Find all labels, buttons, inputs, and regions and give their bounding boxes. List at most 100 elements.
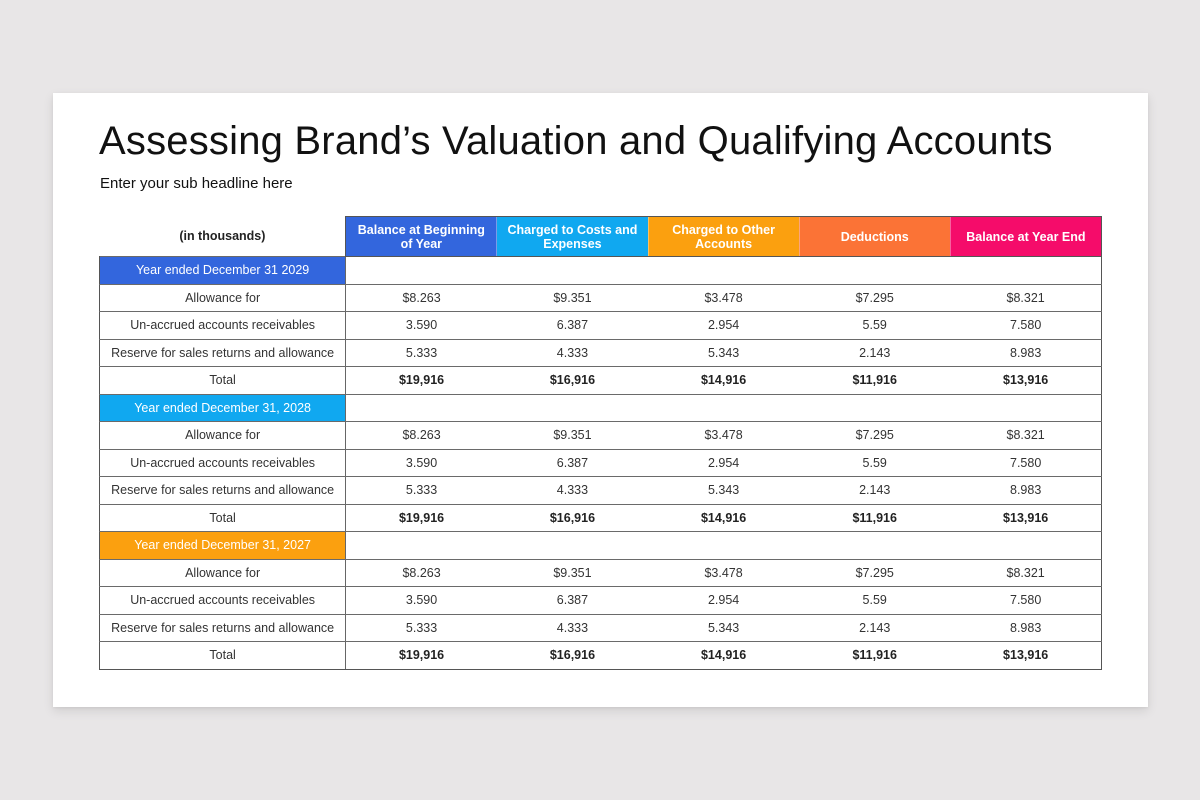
table-body: Year ended December 31 2029 Allowance for… bbox=[98, 256, 1103, 670]
value-cell: 7.580 bbox=[950, 448, 1103, 477]
year-label: Year ended December 31, 2028 bbox=[98, 393, 347, 422]
value-cell: 5.333 bbox=[345, 613, 497, 642]
col-header-deductions: Deductions bbox=[798, 216, 951, 257]
value-cell: 4.333 bbox=[496, 613, 649, 642]
value-cell: $13,916 bbox=[950, 641, 1103, 670]
row-label: Allowance for bbox=[98, 421, 347, 450]
value-cell: $14,916 bbox=[648, 503, 800, 532]
row-allowance: Allowance for $8.263 $9.351 $3.478 $7.295 $8.… bbox=[98, 558, 1103, 587]
row-unaccrued-receivables: Un-accrued accounts receivables 3.590 6.38… bbox=[98, 311, 1103, 340]
value-cell: $7.295 bbox=[799, 421, 951, 450]
value-cell: 3.590 bbox=[345, 311, 497, 340]
value-cell: 5.343 bbox=[648, 338, 800, 367]
units-label: (in thousands) bbox=[99, 216, 346, 257]
value-cell: 7.580 bbox=[950, 586, 1103, 615]
value-cell: 5.333 bbox=[345, 338, 497, 367]
row-label: Total bbox=[98, 366, 347, 395]
value-cell: 6.387 bbox=[496, 448, 649, 477]
value-cell: 5.59 bbox=[799, 448, 951, 477]
value-cell: 2.954 bbox=[648, 448, 800, 477]
value-cell: $8.321 bbox=[950, 558, 1103, 587]
value-cell: $11,916 bbox=[799, 641, 951, 670]
row-label: Reserve for sales returns and allowance bbox=[98, 613, 347, 642]
row-label: Un-accrued accounts receivables bbox=[98, 586, 347, 615]
year-row-empty-cell bbox=[345, 256, 1102, 285]
slide-subtitle: Enter your sub headline here bbox=[100, 175, 293, 192]
value-cell: $16,916 bbox=[496, 641, 649, 670]
value-cell: 8.983 bbox=[950, 476, 1103, 505]
value-cell: $3.478 bbox=[648, 558, 800, 587]
row-label: Allowance for bbox=[98, 558, 347, 587]
value-cell: 5.343 bbox=[648, 476, 800, 505]
value-cell: 2.143 bbox=[799, 476, 951, 505]
value-cell: 5.59 bbox=[799, 311, 951, 340]
value-cell: 4.333 bbox=[496, 476, 649, 505]
row-reserve-sales-returns: Reserve for sales returns and allowance 5… bbox=[98, 613, 1103, 642]
value-cell: $8.263 bbox=[345, 421, 497, 450]
value-cell: 8.983 bbox=[950, 613, 1103, 642]
table-header-row: (in thousands) Balance at Beginning of Y… bbox=[99, 216, 1103, 257]
value-cell: 5.59 bbox=[799, 586, 951, 615]
row-label: Total bbox=[98, 641, 347, 670]
valuation-table: (in thousands) Balance at Beginning of Y… bbox=[98, 216, 1103, 670]
col-header-balance-year-end: Balance at Year End bbox=[949, 216, 1103, 257]
value-cell: 7.580 bbox=[950, 311, 1103, 340]
value-cell: 2.143 bbox=[799, 338, 951, 367]
value-cell: $3.478 bbox=[648, 421, 800, 450]
value-cell: $8.263 bbox=[345, 283, 497, 312]
value-cell: $16,916 bbox=[496, 366, 649, 395]
slide-card: Assessing Brand’s Valuation and Qualifyi… bbox=[53, 93, 1148, 707]
value-cell: 6.387 bbox=[496, 311, 649, 340]
value-cell: $7.295 bbox=[799, 283, 951, 312]
value-cell: 3.590 bbox=[345, 448, 497, 477]
value-cell: $8.321 bbox=[950, 421, 1103, 450]
value-cell: $14,916 bbox=[648, 366, 800, 395]
value-cell: $3.478 bbox=[648, 283, 800, 312]
value-cell: $8.263 bbox=[345, 558, 497, 587]
row-reserve-sales-returns: Reserve for sales returns and allowance 5… bbox=[98, 338, 1103, 367]
col-header-balance-beginning: Balance at Beginning of Year bbox=[345, 216, 497, 257]
row-unaccrued-receivables: Un-accrued accounts receivables 3.590 6.38… bbox=[98, 448, 1103, 477]
value-cell: $9.351 bbox=[496, 421, 649, 450]
value-cell: $8.321 bbox=[950, 283, 1103, 312]
value-cell: 2.954 bbox=[648, 311, 800, 340]
value-cell: 5.333 bbox=[345, 476, 497, 505]
value-cell: 3.590 bbox=[345, 586, 497, 615]
col-header-charged-other: Charged to Other Accounts bbox=[647, 216, 800, 257]
value-cell: $11,916 bbox=[799, 503, 951, 532]
value-cell: $7.295 bbox=[799, 558, 951, 587]
year-section-header: Year ended December 31, 2028 bbox=[98, 393, 1102, 422]
value-cell: 4.333 bbox=[496, 338, 649, 367]
year-row-empty-cell bbox=[345, 531, 1102, 560]
row-label: Allowance for bbox=[98, 283, 347, 312]
value-cell: $19,916 bbox=[345, 366, 497, 395]
value-cell: 2.954 bbox=[648, 586, 800, 615]
value-cell: $11,916 bbox=[799, 366, 951, 395]
value-cell: $19,916 bbox=[345, 641, 497, 670]
row-label: Total bbox=[98, 503, 347, 532]
row-total: Total $19,916 $16,916 $14,916 $11,916 $13,916 bbox=[98, 503, 1103, 532]
value-cell: $16,916 bbox=[496, 503, 649, 532]
row-allowance: Allowance for $8.263 $9.351 $3.478 $7.295 $8.… bbox=[98, 283, 1103, 312]
row-total: Total $19,916 $16,916 $14,916 $11,916 $13,916 bbox=[98, 366, 1103, 395]
row-reserve-sales-returns: Reserve for sales returns and allowance 5… bbox=[98, 476, 1103, 505]
value-cell: $14,916 bbox=[648, 641, 800, 670]
value-cell: $13,916 bbox=[950, 366, 1103, 395]
col-header-charged-costs: Charged to Costs and Expenses bbox=[496, 216, 649, 257]
value-cell: 6.387 bbox=[496, 586, 649, 615]
slide-title: Assessing Brand’s Valuation and Qualifyi… bbox=[99, 119, 1053, 163]
row-label: Un-accrued accounts receivables bbox=[98, 448, 347, 477]
value-cell: $9.351 bbox=[496, 558, 649, 587]
value-cell: 8.983 bbox=[950, 338, 1103, 367]
value-cell: 2.143 bbox=[799, 613, 951, 642]
year-row-empty-cell bbox=[345, 393, 1102, 422]
value-cell: $9.351 bbox=[496, 283, 649, 312]
row-total: Total $19,916 $16,916 $14,916 $11,916 $13,916 bbox=[98, 641, 1103, 670]
row-allowance: Allowance for $8.263 $9.351 $3.478 $7.295 $8.… bbox=[98, 421, 1103, 450]
row-label: Reserve for sales returns and allowance bbox=[98, 338, 347, 367]
value-cell: 5.343 bbox=[648, 613, 800, 642]
year-section-header: Year ended December 31 2029 bbox=[98, 256, 1102, 285]
row-unaccrued-receivables: Un-accrued accounts receivables 3.590 6.38… bbox=[98, 586, 1103, 615]
year-label: Year ended December 31, 2027 bbox=[98, 531, 347, 560]
year-label: Year ended December 31 2029 bbox=[98, 256, 347, 285]
